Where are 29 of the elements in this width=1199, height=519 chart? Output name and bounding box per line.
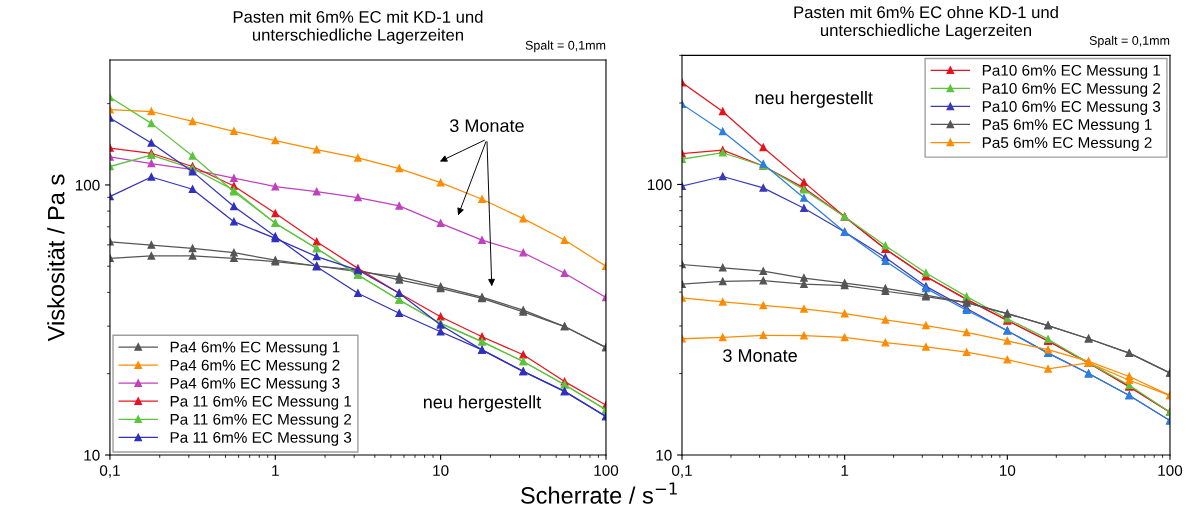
legend-label: Pa4 6m% EC Messung 1: [170, 341, 340, 356]
x-axis-title: Scherrate / s$^{−1}$: [521, 482, 677, 504]
legend-label: Pa5 6m% EC Messung 2: [982, 137, 1152, 152]
legend-label: Pa 11 6m% EC Messung 1: [170, 395, 352, 410]
legend-label: Pa 11 6m% EC Messung 2: [170, 413, 352, 428]
text: Spalt = 0,1mm: [525, 40, 606, 53]
annotation: neu hergestellt: [423, 395, 542, 413]
legend-label: Pa10 6m% EC Messung 1: [982, 64, 1161, 79]
x-tick-label: 0,1: [99, 465, 120, 478]
x-tick-label: 1: [272, 465, 279, 476]
legend-label: Pa10 6m% EC Messung 3: [982, 101, 1161, 115]
x-tick-label: 1: [841, 465, 849, 476]
legend-label: Pa4 6m% EC Messung 2: [170, 359, 340, 374]
legend-label: Pa4 6m% EC Messung 3: [170, 377, 340, 392]
chart-title: Pasten mit 6m% EC ohne KD-1 und unterschiedliche Lagerzeiten: [794, 5, 1058, 40]
x-tick-label: 10: [433, 465, 449, 476]
legend-label: Pa5 6m% EC Messung 1: [982, 119, 1152, 133]
annotation: 3 Monate: [723, 349, 797, 362]
x-tick-label: 0,1: [671, 465, 692, 478]
annotation: neu hergestellt: [755, 90, 873, 108]
legend-label: Pa10 6m% EC Messung 2: [982, 83, 1161, 97]
legend-label: Pa 11 6m% EC Messung 3: [170, 432, 352, 446]
y-axis-title: Viskosität / Pa s: [47, 174, 65, 342]
text: Spalt = 0,1mm: [1089, 35, 1170, 48]
x-tick-label: 10: [999, 465, 1016, 476]
x-tick-label: 100: [1158, 465, 1183, 476]
chart-title: Pasten mit 6m% EC mit KD-1 und unterschiedliche Lagerzeiten: [233, 10, 483, 45]
annotation: 3 Monate: [449, 119, 524, 133]
x-tick-label: 100: [594, 465, 619, 476]
